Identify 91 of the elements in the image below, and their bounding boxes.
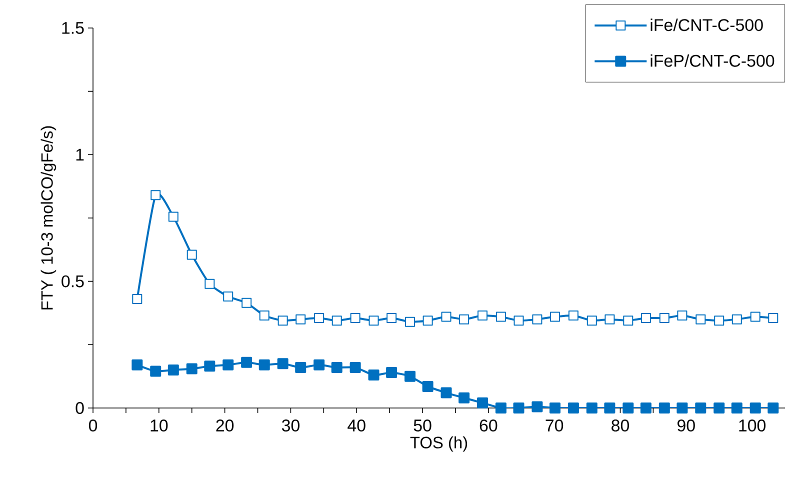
point xyxy=(350,313,360,324)
point xyxy=(331,362,342,373)
point xyxy=(296,314,306,324)
point xyxy=(478,310,488,321)
point xyxy=(532,314,542,324)
point xyxy=(604,314,615,324)
x-tick-label: 10 xyxy=(150,420,168,432)
point xyxy=(332,316,342,326)
point xyxy=(550,312,560,322)
legend-label: iFeP/CNT-C-500 xyxy=(650,54,774,67)
x-tick-label: 40 xyxy=(348,420,366,432)
x-tick-label: 30 xyxy=(282,420,300,432)
point xyxy=(586,316,597,326)
point xyxy=(186,250,197,260)
point xyxy=(441,312,452,322)
point xyxy=(640,402,652,414)
point xyxy=(659,313,670,324)
point xyxy=(132,359,143,370)
y-tick-label: 0.5 xyxy=(62,275,84,288)
point xyxy=(496,312,506,322)
point xyxy=(696,314,706,324)
point xyxy=(695,402,706,414)
y-axis-title: FTY ( 10-3 molCO/gFe/s) xyxy=(40,126,56,310)
point xyxy=(440,387,452,398)
point xyxy=(204,360,216,372)
point xyxy=(241,356,252,368)
point xyxy=(350,362,361,373)
point xyxy=(422,380,434,392)
x-tick-label: 60 xyxy=(480,420,498,432)
x-tick-label: 70 xyxy=(546,420,564,432)
point xyxy=(422,316,433,326)
point xyxy=(750,312,760,322)
point xyxy=(386,313,397,324)
point xyxy=(314,359,325,370)
point xyxy=(477,397,488,408)
y-tick-label: 1.5 xyxy=(62,22,84,34)
point xyxy=(550,402,560,414)
point xyxy=(658,402,670,414)
point xyxy=(568,402,579,414)
point xyxy=(277,358,288,370)
point xyxy=(604,402,616,414)
point xyxy=(459,314,470,324)
point xyxy=(768,313,778,324)
x-tick-label: 80 xyxy=(612,420,630,432)
point xyxy=(386,367,398,378)
point xyxy=(586,402,598,414)
point xyxy=(568,310,578,321)
point xyxy=(368,316,379,326)
point xyxy=(168,364,179,376)
point xyxy=(314,313,324,324)
point xyxy=(732,314,742,324)
point xyxy=(750,402,761,414)
point xyxy=(513,402,524,414)
x-tick-label: 20 xyxy=(216,420,234,432)
point xyxy=(731,402,742,414)
point xyxy=(404,370,416,382)
point xyxy=(532,401,543,412)
point xyxy=(368,370,380,381)
point xyxy=(295,362,306,373)
point xyxy=(458,392,470,404)
x-tick-label: 100 xyxy=(739,420,766,432)
y-tick-label: 0 xyxy=(76,402,84,414)
x-tick-label: 0 xyxy=(88,420,98,432)
x-tick-label: 50 xyxy=(414,420,432,432)
point xyxy=(768,402,779,414)
point xyxy=(186,363,198,374)
point xyxy=(640,313,651,324)
point xyxy=(677,310,688,321)
point xyxy=(223,292,234,302)
point xyxy=(204,278,215,289)
point xyxy=(259,310,270,321)
point xyxy=(150,366,162,377)
point xyxy=(222,359,234,370)
point xyxy=(132,294,142,304)
point xyxy=(623,316,634,326)
point xyxy=(168,212,178,222)
y-tick-label: 1 xyxy=(76,148,84,160)
legend-label: iFe/CNT-C-500 xyxy=(650,18,763,32)
point xyxy=(495,402,506,414)
point xyxy=(514,316,524,326)
point xyxy=(622,402,634,414)
point xyxy=(676,402,688,414)
point xyxy=(242,298,252,308)
point xyxy=(150,190,161,200)
point xyxy=(714,316,724,326)
point xyxy=(278,316,288,326)
point xyxy=(405,316,416,327)
point xyxy=(258,359,270,370)
x-axis-title: TOS (h) xyxy=(410,436,468,452)
x-tick-label: 90 xyxy=(678,420,695,432)
point xyxy=(714,402,725,414)
